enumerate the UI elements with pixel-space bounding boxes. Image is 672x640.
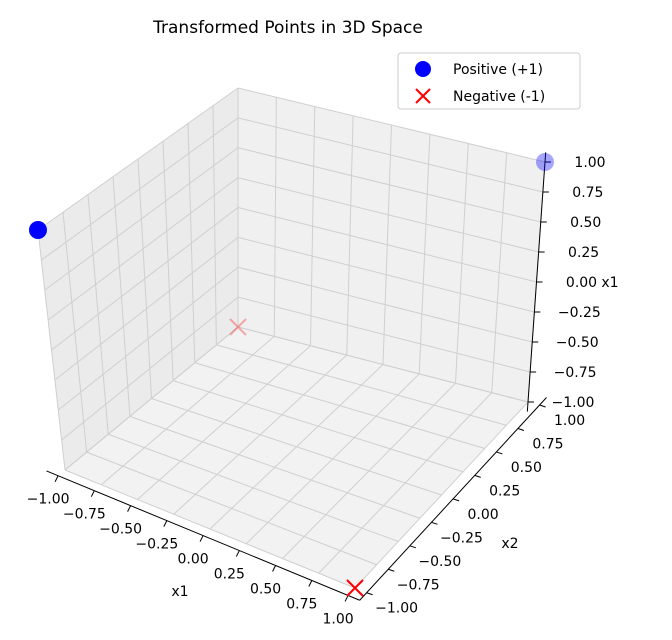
z-tick-label: −0.50 <box>556 335 599 351</box>
chart-title: Transformed Points in 3D Space <box>152 18 423 38</box>
x-tick-mark <box>199 535 204 542</box>
z-tick-label: 1.00 <box>574 155 605 171</box>
y-tick-mark <box>517 427 525 431</box>
z-tick-label: 0.25 <box>568 245 599 261</box>
legend-frame <box>397 52 581 110</box>
left-wall-grid-z <box>41 117 239 261</box>
point-negative-stroke <box>229 318 247 336</box>
floor-pane <box>65 327 528 588</box>
data-points <box>29 153 554 597</box>
y-tick-mark <box>409 545 417 549</box>
y-tick-mark <box>388 568 395 572</box>
left-wall-grid-z <box>37 87 239 231</box>
legend-marker-positive <box>415 61 431 77</box>
x-tick-mark <box>272 565 277 572</box>
y-tick-mark <box>539 404 546 408</box>
x-tick-label: −0.75 <box>63 507 106 523</box>
y-tick-mark <box>366 592 373 596</box>
back-wall-grid-x <box>491 152 508 393</box>
x-tick-mark <box>308 580 313 587</box>
x-tick-mark <box>54 475 59 482</box>
legend-marker-negative <box>415 88 431 104</box>
grid-lines <box>37 87 546 589</box>
back-wall-grid-z <box>237 117 543 193</box>
z-axis-label: x1 <box>601 275 618 291</box>
y-tick-label: −0.75 <box>397 577 440 593</box>
x-tick-label: 1.00 <box>322 611 353 627</box>
y-tick-mark <box>452 498 460 502</box>
floor-grid-y <box>216 344 507 426</box>
y-tick-label: 0.00 <box>468 507 499 523</box>
y-tick-label: 0.25 <box>489 483 520 499</box>
floor-grid-y <box>172 380 464 473</box>
back-wall-grid-z <box>237 147 541 223</box>
back-wall-grid-z <box>237 87 546 163</box>
y-tick-label: 0.50 <box>511 460 542 476</box>
floor-grid-x <box>354 401 529 589</box>
legend-label-positive: Positive (+1) <box>453 62 543 78</box>
x-tick-label: −0.50 <box>99 522 142 538</box>
y-axis-label: x2 <box>501 536 518 552</box>
x-axis-label: x1 <box>171 584 188 600</box>
x-tick-mark <box>90 490 95 497</box>
point-positive <box>536 153 554 171</box>
point-negative <box>229 318 247 336</box>
floor-grid-x <box>245 373 420 545</box>
legend: Positive (+1) Negative (-1) <box>397 52 581 110</box>
floor-grid-y <box>151 398 442 496</box>
z-tick-label: 0.75 <box>572 185 603 201</box>
axis-panes <box>38 88 545 588</box>
left-wall-pane <box>38 88 238 470</box>
y-tick-label: 1.00 <box>554 413 585 429</box>
x-tick-label: 0.00 <box>177 552 208 568</box>
point-negative-stroke <box>229 318 247 336</box>
left-wall-grid-y <box>162 141 174 381</box>
x-tick-mark <box>235 550 240 557</box>
floor-grid-x <box>318 392 493 574</box>
tick-labels: −1.00−1.00−1.00−0.75−0.75−0.75−0.50−0.50… <box>27 155 606 627</box>
z-tick-label: −0.25 <box>558 305 601 321</box>
y-tick-mark <box>496 451 503 455</box>
x-tick-mark <box>163 520 168 527</box>
x-tick-mark <box>127 505 132 512</box>
left-wall-grid-z <box>47 177 239 321</box>
x-tick-label: 0.25 <box>214 567 245 583</box>
z-tick-label: −0.75 <box>554 365 597 381</box>
back-wall-grid-x <box>455 143 469 384</box>
y-tick-label: 0.75 <box>532 436 563 452</box>
floor-grid-x <box>282 382 456 559</box>
point-negative <box>346 579 364 597</box>
z-tick-label: 0.50 <box>570 215 601 231</box>
z-tick-label: −1.00 <box>552 395 595 411</box>
x-tick-label: 0.75 <box>286 596 317 612</box>
left-wall-grid-y <box>187 123 196 363</box>
z-tick-label: 0.00 <box>566 275 597 291</box>
left-wall-grid-y <box>212 105 217 345</box>
y-tick-label: −0.50 <box>418 554 461 570</box>
left-wall-grid-z <box>44 147 239 291</box>
y-tick-label: −1.00 <box>375 601 418 617</box>
y-tick-label: −0.25 <box>440 530 483 546</box>
y-tick-mark <box>431 521 438 525</box>
point-positive <box>29 221 47 239</box>
x-tick-label: 0.50 <box>250 582 281 598</box>
x-tick-label: −0.25 <box>135 537 178 553</box>
floor-grid-y <box>237 326 529 403</box>
x-tick-label: −1.00 <box>27 492 70 508</box>
legend-label-negative: Negative (-1) <box>453 89 545 105</box>
left-wall-grid-z <box>51 207 239 351</box>
back-wall-grid-x <box>418 134 431 374</box>
back-wall-grid-z <box>237 177 539 253</box>
back-wall-grid-z <box>237 207 537 283</box>
point-negative-stroke <box>346 579 364 597</box>
floor-grid-y <box>194 362 485 449</box>
y-tick-mark <box>474 474 481 478</box>
